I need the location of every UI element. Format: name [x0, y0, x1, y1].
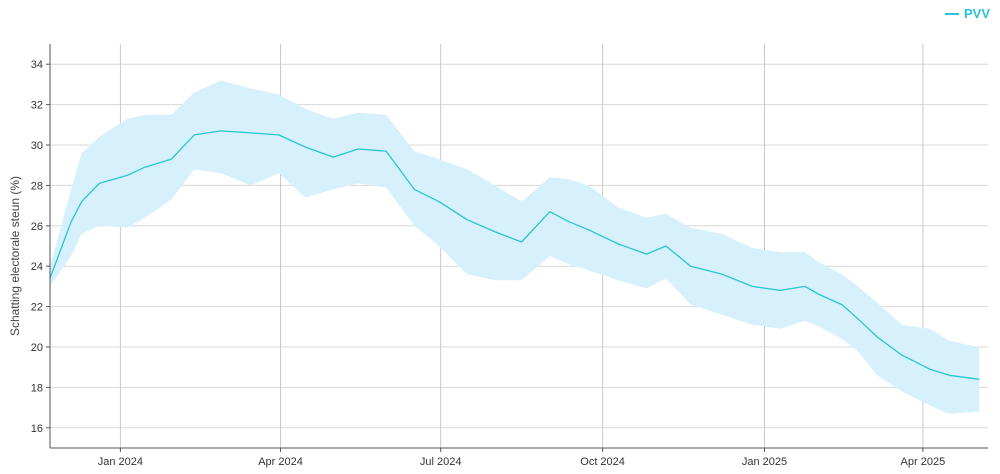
y-tick-label: 26 — [31, 221, 43, 233]
x-tick-label: Apr 2025 — [901, 456, 946, 468]
y-tick-label: 34 — [31, 59, 43, 71]
x-tick-label: Jan 2024 — [98, 456, 143, 468]
y-tick-label: 16 — [31, 423, 43, 435]
tick-label-layer: 16 18 20 22 24 26 28 30 32 34 Jan 2024 Apr 2024 Jul … — [31, 59, 945, 468]
y-tick-label: 28 — [31, 180, 43, 192]
x-tick-label: Apr 2024 — [258, 456, 303, 468]
y-tick-label: 18 — [31, 382, 43, 394]
confidence-band-layer — [50, 80, 980, 414]
legend[interactable]: PVV — [944, 6, 990, 21]
series-line-layer — [49, 130, 980, 380]
x-tick-label: Oct 2024 — [580, 456, 625, 468]
confidence-band-pvv — [50, 80, 980, 414]
axis-layer — [46, 44, 988, 452]
legend-label-pvv: PVV — [963, 6, 990, 21]
y-tick-label: 30 — [31, 140, 43, 152]
y-tick-label: 32 — [31, 100, 43, 112]
y-tick-label: 22 — [31, 302, 43, 314]
x-tick-label: Jul 2024 — [420, 456, 462, 468]
legend-swatch-pvv — [944, 12, 959, 15]
series-line-pvv — [49, 130, 980, 380]
y-tick-label: 20 — [31, 342, 43, 354]
x-tick-label: Jan 2025 — [742, 456, 787, 468]
y-tick-label: 24 — [31, 261, 43, 273]
y-axis-title: Schatting electorale steun (%) — [8, 176, 22, 336]
